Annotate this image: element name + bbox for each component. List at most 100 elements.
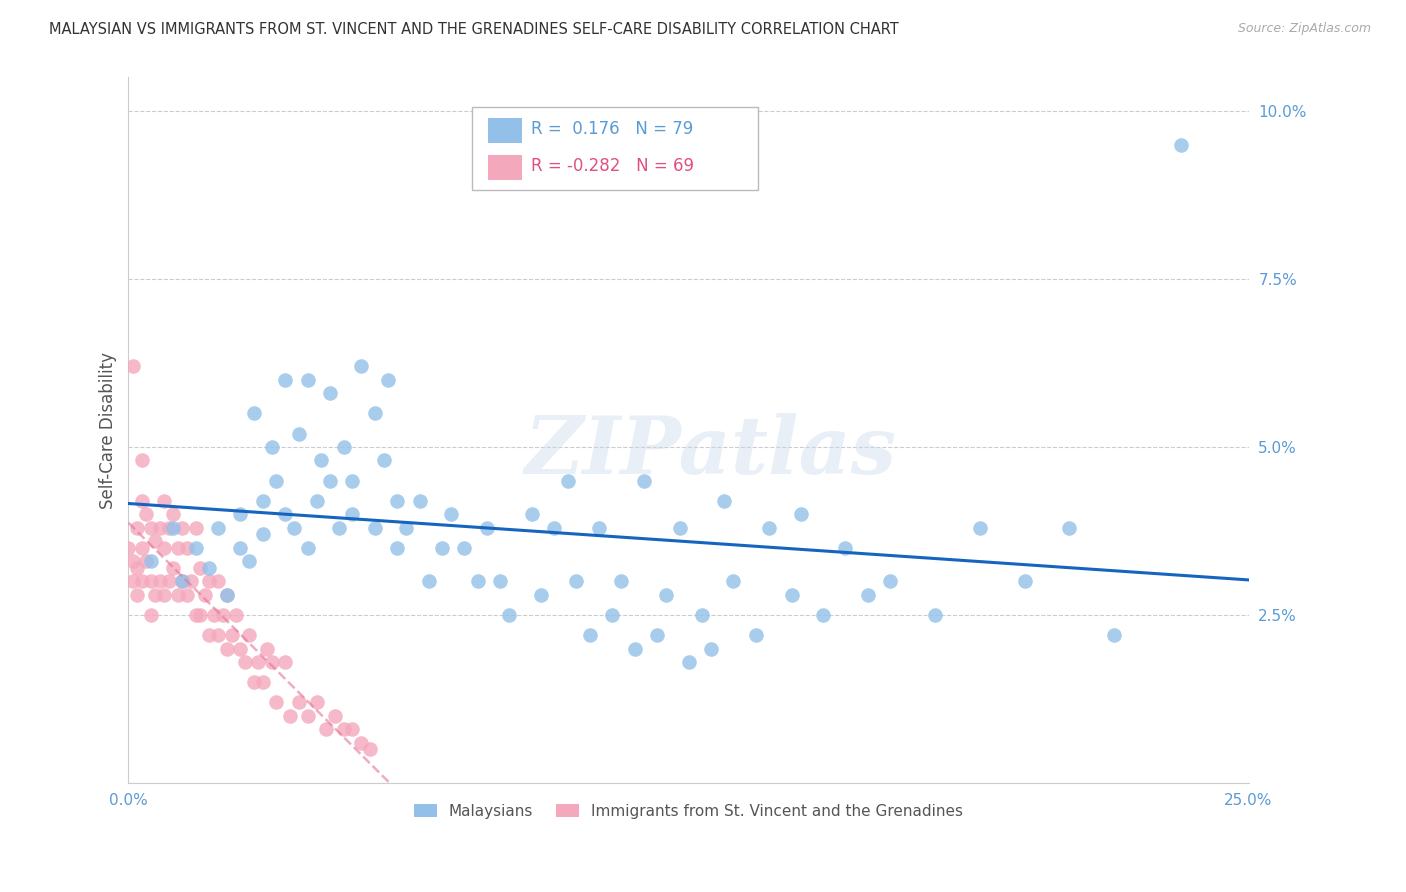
Point bbox=[278, 709, 301, 723]
Point bbox=[342, 723, 364, 737]
Point bbox=[225, 608, 247, 623]
Point bbox=[395, 521, 418, 535]
Point bbox=[157, 521, 180, 535]
Point bbox=[350, 736, 373, 750]
Bar bbox=[488, 155, 522, 180]
Point bbox=[243, 675, 266, 690]
Point bbox=[252, 493, 274, 508]
Point bbox=[623, 641, 645, 656]
Point bbox=[811, 608, 834, 623]
Point bbox=[127, 561, 149, 575]
Point bbox=[207, 628, 229, 642]
Point bbox=[297, 709, 319, 723]
Point bbox=[387, 541, 409, 555]
Y-axis label: Self-Care Disability: Self-Care Disability bbox=[100, 351, 117, 508]
Point bbox=[131, 453, 153, 467]
Point bbox=[713, 493, 735, 508]
Point bbox=[162, 561, 184, 575]
Point bbox=[678, 655, 700, 669]
Point bbox=[184, 608, 207, 623]
Point bbox=[122, 359, 145, 374]
Point bbox=[172, 574, 194, 589]
Point bbox=[297, 373, 319, 387]
Bar bbox=[488, 119, 522, 143]
Point bbox=[153, 588, 176, 602]
Point bbox=[127, 588, 149, 602]
Point bbox=[122, 554, 145, 568]
Point bbox=[588, 521, 610, 535]
Point bbox=[122, 574, 145, 589]
Point bbox=[139, 608, 162, 623]
Point bbox=[287, 695, 309, 709]
Point bbox=[440, 508, 463, 522]
Point bbox=[166, 541, 188, 555]
Point bbox=[211, 608, 233, 623]
Point bbox=[153, 541, 176, 555]
Point bbox=[1059, 521, 1081, 535]
Point bbox=[229, 508, 252, 522]
Point bbox=[266, 474, 288, 488]
Point bbox=[758, 521, 780, 535]
Point bbox=[149, 521, 172, 535]
Point bbox=[143, 534, 166, 549]
Legend: Malaysians, Immigrants from St. Vincent and the Grenadines: Malaysians, Immigrants from St. Vincent … bbox=[408, 797, 969, 825]
Point bbox=[467, 574, 489, 589]
Point bbox=[315, 723, 337, 737]
Point bbox=[176, 588, 198, 602]
Point bbox=[135, 508, 157, 522]
Text: MALAYSIAN VS IMMIGRANTS FROM ST. VINCENT AND THE GRENADINES SELF-CARE DISABILITY: MALAYSIAN VS IMMIGRANTS FROM ST. VINCENT… bbox=[49, 22, 898, 37]
Point bbox=[305, 493, 328, 508]
Point bbox=[202, 608, 225, 623]
Point bbox=[229, 641, 252, 656]
Point bbox=[297, 541, 319, 555]
Point bbox=[176, 541, 198, 555]
Point bbox=[256, 641, 278, 656]
Point bbox=[1014, 574, 1036, 589]
Point bbox=[700, 641, 723, 656]
Point bbox=[309, 453, 332, 467]
Point bbox=[184, 521, 207, 535]
Point bbox=[319, 386, 342, 401]
Point bbox=[1170, 137, 1192, 152]
Point bbox=[856, 588, 879, 602]
Point bbox=[332, 440, 354, 454]
Point bbox=[139, 554, 162, 568]
Point bbox=[149, 574, 172, 589]
Point bbox=[969, 521, 991, 535]
Point bbox=[498, 608, 520, 623]
Point bbox=[166, 588, 188, 602]
Point bbox=[180, 574, 202, 589]
Text: R =  0.176   N = 79: R = 0.176 N = 79 bbox=[530, 120, 693, 138]
Point bbox=[215, 588, 238, 602]
Point bbox=[157, 574, 180, 589]
Point bbox=[172, 521, 194, 535]
Point bbox=[323, 709, 346, 723]
Point bbox=[377, 373, 399, 387]
Point bbox=[834, 541, 856, 555]
Point bbox=[332, 723, 354, 737]
Point bbox=[408, 493, 430, 508]
Point bbox=[924, 608, 946, 623]
Point bbox=[274, 373, 297, 387]
Point bbox=[260, 440, 283, 454]
Point bbox=[453, 541, 475, 555]
Point bbox=[342, 508, 364, 522]
Point bbox=[668, 521, 690, 535]
Point bbox=[198, 628, 221, 642]
Point bbox=[131, 493, 153, 508]
Point bbox=[188, 561, 211, 575]
Point bbox=[744, 628, 766, 642]
Point bbox=[252, 527, 274, 541]
Point bbox=[127, 521, 149, 535]
Point bbox=[645, 628, 668, 642]
Point bbox=[198, 561, 221, 575]
Point bbox=[342, 474, 364, 488]
Point bbox=[131, 574, 153, 589]
Point bbox=[579, 628, 602, 642]
Point bbox=[690, 608, 713, 623]
Point bbox=[610, 574, 633, 589]
Point bbox=[319, 474, 342, 488]
Point bbox=[557, 474, 579, 488]
Point bbox=[172, 574, 194, 589]
Point bbox=[215, 588, 238, 602]
